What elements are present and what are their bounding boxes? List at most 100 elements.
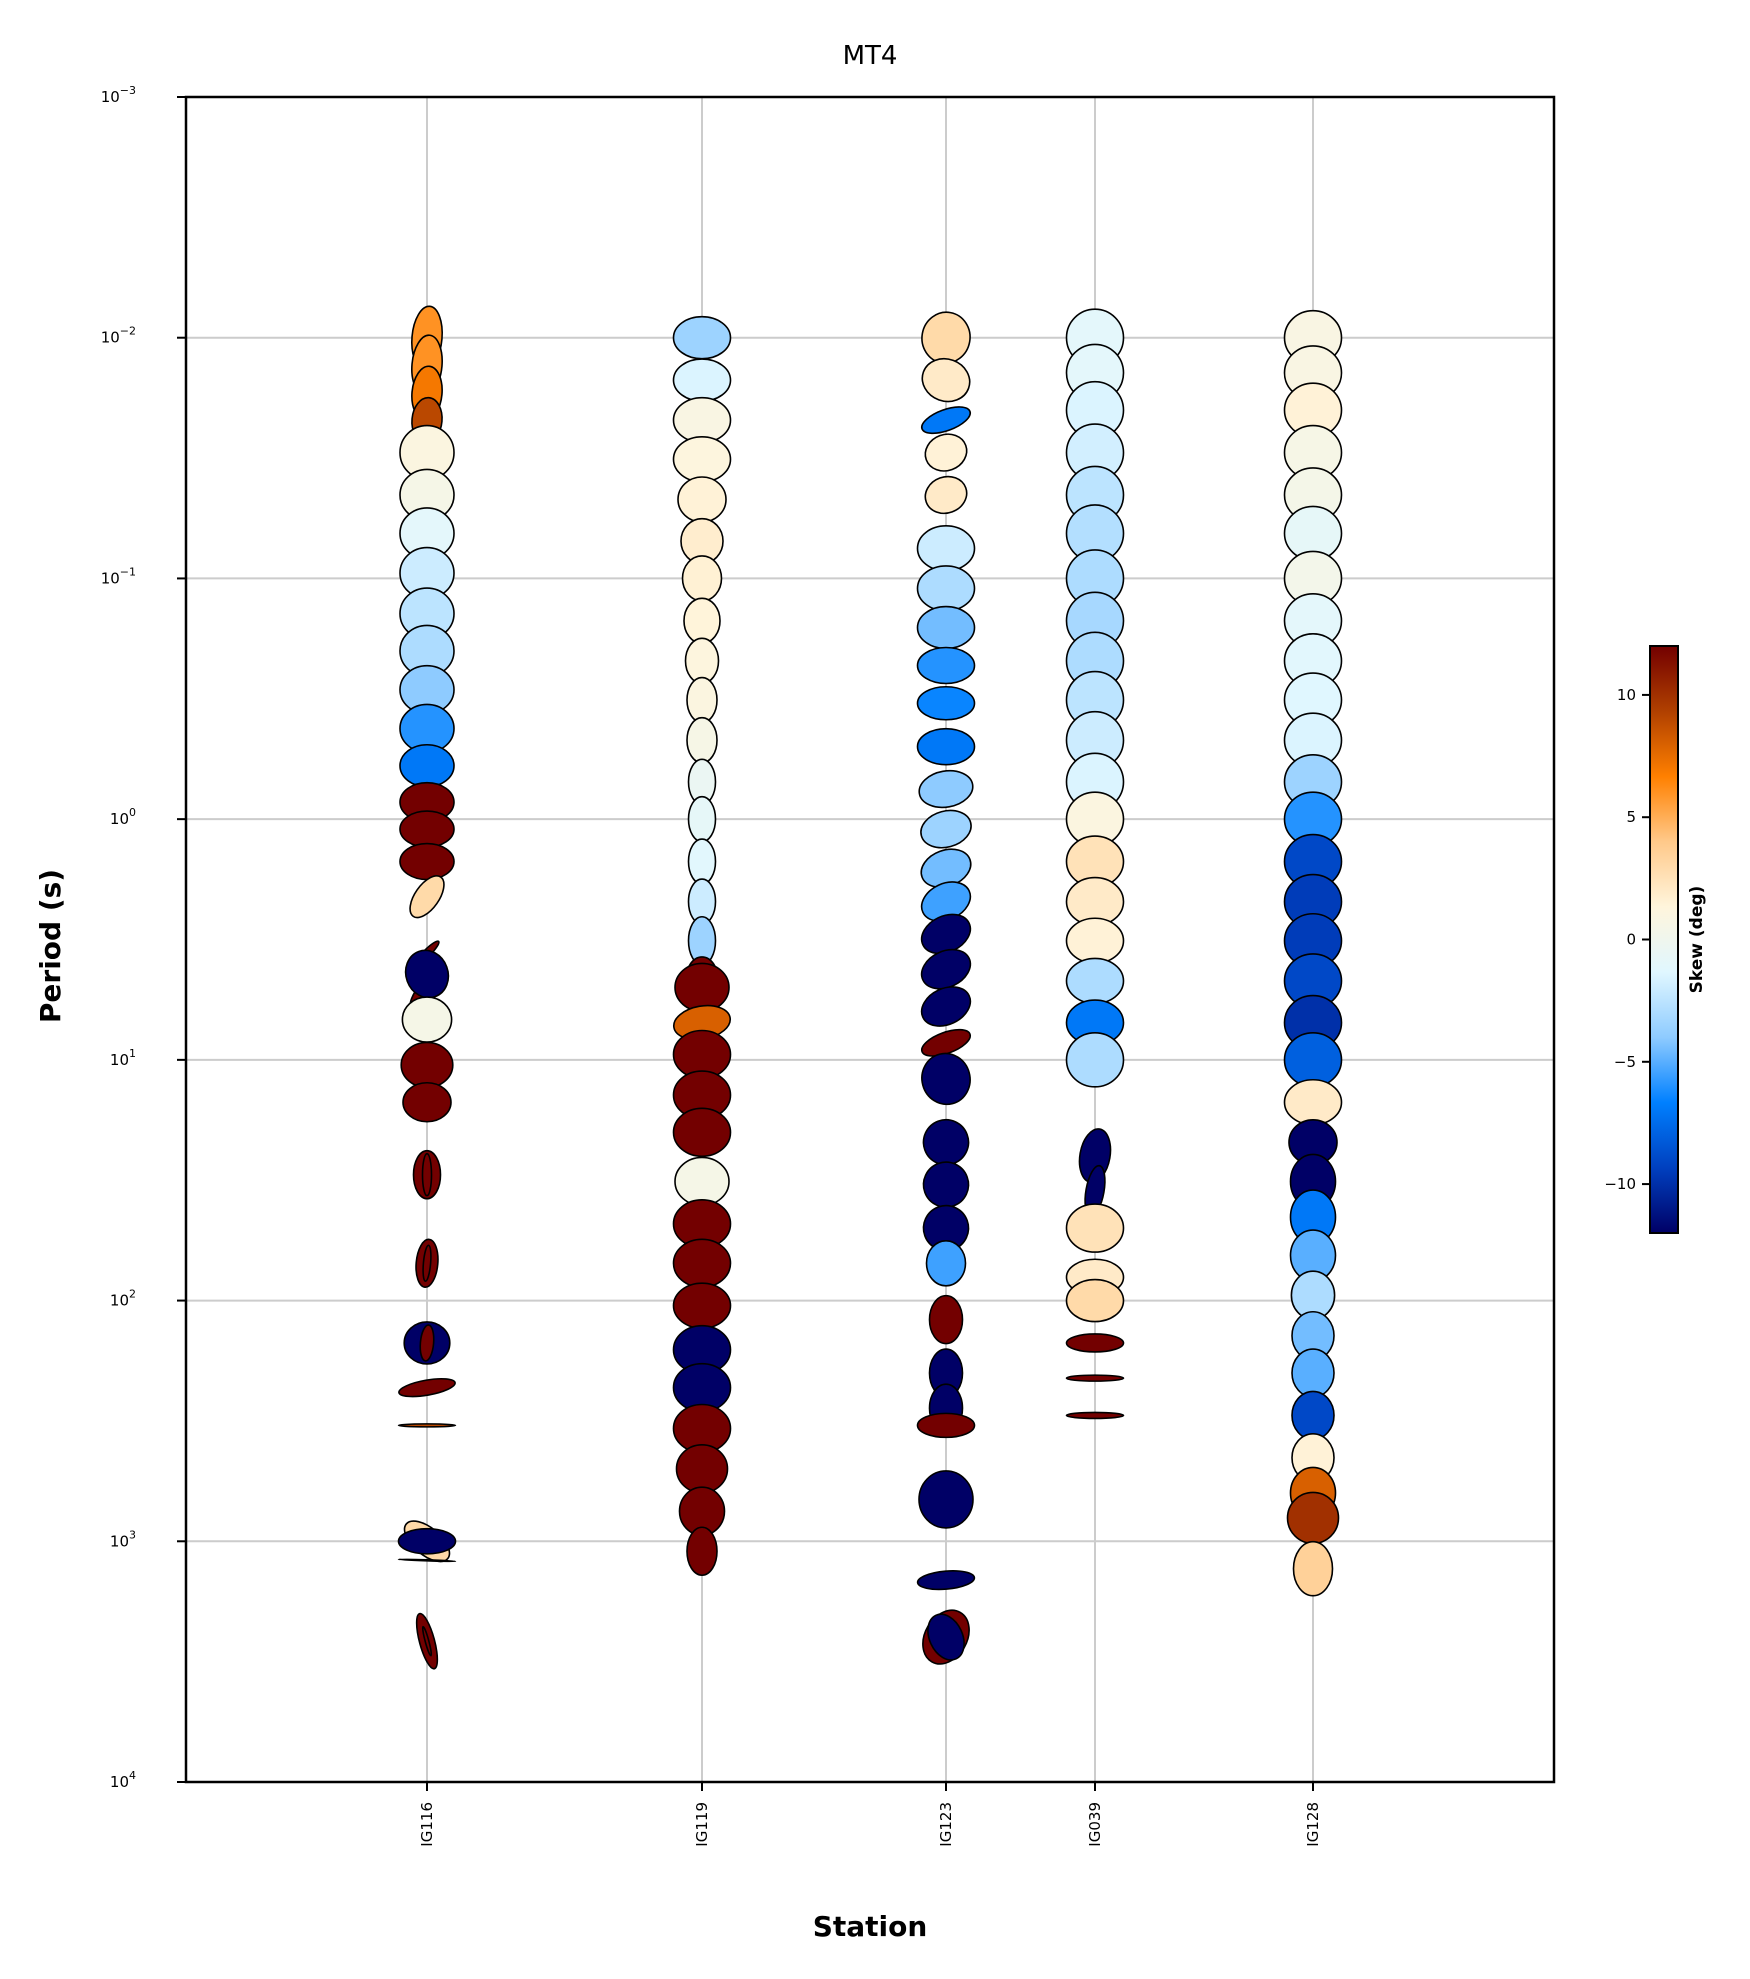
phase-tensor-ellipse — [1065, 1278, 1125, 1323]
phase-tensor-ellipse — [921, 1052, 971, 1106]
chart-title: MT4 — [843, 41, 898, 71]
phase-tensor-ellipse — [1065, 1411, 1125, 1420]
colorbar-tick-label: 5 — [1626, 808, 1636, 826]
phase-tensor-ellipse — [1065, 1333, 1125, 1353]
station-label: IG116 — [418, 1802, 436, 1847]
y-tick-label: 101 — [110, 1047, 136, 1069]
phase-tensor-ellipse — [916, 685, 976, 721]
phase-tensor-ellipse — [401, 996, 453, 1043]
phase-tensor-ellipse — [1065, 917, 1125, 965]
x-axis-ticks: IG116 IG119 IG123 IG039 IG128 — [418, 1782, 1322, 1847]
y-tick-label: 104 — [110, 1769, 136, 1791]
phase-tensor-ellipses — [397, 305, 1343, 1670]
plot-frame — [184, 95, 1556, 1784]
phase-tensor-ellipse — [677, 476, 727, 523]
phase-tensor-ellipse — [674, 1156, 730, 1207]
phase-tensor-ellipse — [916, 727, 976, 766]
phase-tensor-ellipse — [1291, 1348, 1335, 1398]
phase-tensor-ellipse — [399, 810, 455, 848]
phase-tensor-ellipse — [675, 1444, 729, 1494]
phase-tensor-ellipse — [687, 795, 717, 843]
phase-tensor-ellipse — [1065, 1374, 1125, 1382]
phase-tensor-ellipse — [1283, 1032, 1343, 1088]
phase-tensor-ellipse — [672, 358, 732, 402]
phase-tensor-ellipse — [397, 1423, 457, 1428]
phase-tensor-ellipse — [921, 357, 971, 403]
colorbar-scale — [1649, 645, 1679, 1234]
phase-tensor-ellipse — [927, 1613, 965, 1661]
station-label: IG039 — [1086, 1802, 1104, 1847]
phase-tensor-ellipse — [397, 1527, 457, 1555]
phase-tensor-ellipse — [672, 436, 732, 483]
colorbar-label: Skew (deg) — [1687, 886, 1707, 994]
phase-tensor-ellipse — [918, 769, 974, 809]
phase-tensor-ellipse — [922, 1161, 970, 1208]
phase-tensor-ellipse — [400, 1041, 454, 1089]
colorbar-tick-label: −5 — [1614, 1053, 1636, 1071]
phase-tensor-ellipse — [686, 716, 718, 764]
phase-tensor-ellipse — [421, 1152, 433, 1197]
phase-tensor-ellipse — [918, 1470, 974, 1529]
phase-tensor-ellipse — [916, 646, 976, 685]
colorbar: 10 5 0 −5 −10 Skew (deg) — [1604, 645, 1707, 1234]
station-label: IG119 — [693, 1802, 711, 1847]
phase-tensor-ellipse — [916, 565, 976, 612]
phase-tensor-ellipse — [920, 986, 972, 1027]
phase-tensor-ellipse — [674, 962, 730, 1013]
phase-tensor-ellipse — [920, 948, 972, 990]
phase-tensor-ellipse — [916, 525, 976, 572]
phase-tensor-ellipse — [924, 475, 968, 515]
y-tick-label: 100 — [110, 806, 136, 828]
phase-tensor-ellipse — [422, 1244, 432, 1283]
phase-tensor-ellipse — [916, 1570, 976, 1591]
y-axis-label: Period (s) — [34, 869, 67, 1023]
phase-tensor-ellipse — [402, 1081, 452, 1123]
phase-tensor-ellipse — [1065, 1032, 1125, 1088]
phase-tensor-ellipse — [421, 1625, 433, 1657]
phase-tensor-ellipse — [404, 949, 450, 999]
colorbar-tick-label: 10 — [1617, 686, 1636, 704]
phase-tensor-ellipse — [397, 1558, 457, 1563]
phase-tensor-ellipse — [1291, 1390, 1335, 1441]
colorbar-ticks: 10 5 0 −5 −10 — [1604, 686, 1650, 1193]
y-axis-ticks: 10−3 10−2 10−1 100 101 102 103 104 — [101, 84, 186, 1791]
phase-tensor-ellipse — [672, 1238, 732, 1289]
phase-tensor-ellipse — [399, 743, 455, 788]
phase-tensor-ellipse — [1286, 1491, 1340, 1545]
phase-tensor-ellipse — [925, 1239, 967, 1287]
phase-tensor-ellipse — [409, 875, 445, 919]
phase-tensor-ellipse — [687, 838, 717, 885]
phase-tensor-ellipse — [920, 809, 972, 849]
y-tick-label: 103 — [110, 1528, 136, 1550]
phase-tensor-ellipse — [683, 597, 721, 645]
phase-tensor-ellipse — [672, 396, 732, 444]
phase-tensor-ellipse — [920, 1028, 972, 1057]
y-tick-label: 10−2 — [101, 325, 136, 347]
colorbar-tick-label: −10 — [1604, 1175, 1636, 1193]
y-tick-label: 10−1 — [101, 565, 136, 587]
x-axis-label: Station — [813, 1910, 928, 1943]
phase-tensor-ellipse — [399, 842, 455, 881]
phase-tensor-ellipse — [672, 1107, 732, 1158]
phase-tensor-ellipse — [672, 315, 732, 360]
phase-tensor-ellipse — [928, 1294, 964, 1345]
phase-tensor-ellipse — [1065, 1203, 1125, 1253]
phase-tensor-ellipse — [1292, 1540, 1334, 1597]
phase-tensor-ellipse — [916, 605, 976, 650]
phase-tensor-ellipse — [672, 1282, 732, 1329]
phase-tensor-ellipse — [419, 1324, 435, 1362]
phase-tensor-ellipse — [924, 433, 968, 472]
phase-tensor-ellipse — [1283, 1078, 1343, 1126]
phase-tensor-ellipse — [1065, 957, 1125, 1005]
phase-tensor-ellipse — [681, 555, 723, 602]
y-tick-label: 102 — [110, 1288, 136, 1310]
y-tick-label: 10−3 — [101, 84, 136, 106]
phase-tensor-ellipse — [916, 1412, 976, 1439]
colorbar-tick-label: 0 — [1626, 931, 1636, 949]
station-label: IG123 — [937, 1802, 955, 1847]
station-label: IG128 — [1304, 1802, 1322, 1847]
phase-tensor-ellipse — [686, 676, 718, 724]
phase-tensor-ellipse — [398, 1377, 456, 1398]
